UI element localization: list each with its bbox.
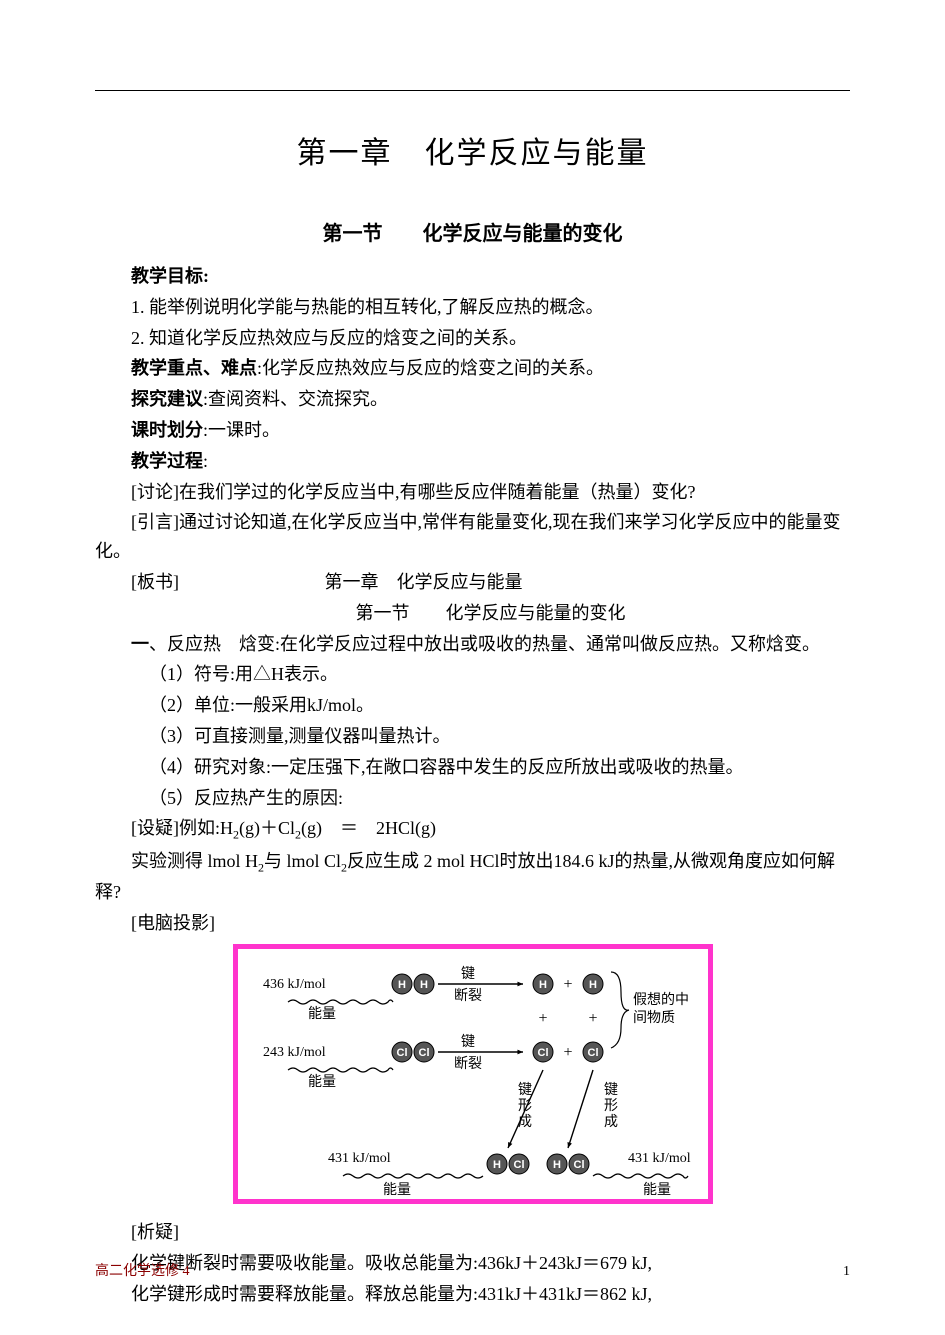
svg-text:Cl: Cl (573, 1159, 584, 1171)
svg-text:431 kJ/mol: 431 kJ/mol (628, 1151, 691, 1166)
board-line1: 第一章 化学反应与能量 (208, 568, 640, 597)
page-root: 第一章 化学反应与能量 第一节 化学反应与能量的变化 教学目标: 1. 能举例说… (0, 0, 945, 1335)
board-label: [板书] (95, 568, 203, 597)
doubt-line: [设疑]例如:H2(g)＋Cl2(g) ＝ 2HCl(g) (95, 814, 850, 845)
goals-heading: 教学目标: (95, 262, 850, 291)
svg-text:H: H (420, 979, 428, 991)
svg-text:能量: 能量 (308, 1006, 336, 1022)
footer-left: 高二化学选修 4 (95, 1261, 190, 1283)
svg-text:间物质: 间物质 (633, 1010, 675, 1026)
process-line: 教学过程: (95, 447, 850, 476)
svg-text:H: H (553, 1159, 561, 1171)
analyze-line-1: 化学键断裂时需要吸收能量。吸收总能量为:436kJ＋243kJ＝679 kJ, (95, 1249, 850, 1278)
process-label: 教学过程 (131, 451, 203, 471)
period-label: 课时划分 (131, 420, 203, 440)
section-one: 一、反应热 焓变:在化学反应过程中放出或吸收的热量、通常叫做反应热。又称焓变。 (95, 630, 850, 659)
svg-text:成: 成 (604, 1114, 618, 1130)
goal-2: 2. 知道化学反应热效应与反应的焓变之间的关系。 (95, 324, 850, 353)
top-rule (95, 90, 850, 91)
svg-text:H: H (398, 979, 406, 991)
analyze-label: [析疑] (95, 1218, 850, 1247)
svg-text:+: + (563, 976, 572, 993)
point-3: （3）可直接测量,测量仪器叫量热计。 (95, 722, 850, 751)
svg-text:Cl: Cl (513, 1159, 524, 1171)
svg-text:H: H (589, 979, 597, 991)
svg-text:成: 成 (518, 1114, 532, 1130)
point-4: （4）研究对象:一定压强下,在敞口容器中发生的反应所放出或吸收的热量。 (95, 753, 850, 782)
svg-text:Cl: Cl (396, 1047, 407, 1059)
projection-label: [电脑投影] (95, 909, 850, 938)
svg-text:H: H (493, 1159, 501, 1171)
svg-text:431 kJ/mol: 431 kJ/mol (328, 1151, 391, 1166)
board-row: [板书] 第一章 化学反应与能量 (95, 568, 850, 597)
svg-text:+: + (588, 1010, 597, 1027)
svg-text:键: 键 (461, 1034, 475, 1050)
svg-text:断裂: 断裂 (454, 1056, 482, 1072)
inquiry-line: 探究建议:查阅资料、交流探究。 (95, 385, 850, 414)
chapter-title: 第一章 化学反应与能量 (95, 130, 850, 178)
point-2: （2）单位:一般采用kJ/mol。 (95, 691, 850, 720)
one-label: 一 (131, 634, 149, 654)
svg-text:能量: 能量 (643, 1182, 671, 1198)
analyze-line-2: 化学键形成时需要释放能量。释放总能量为:431kJ＋431kJ＝862 kJ, (95, 1280, 850, 1309)
keypoint-line: 教学重点、难点:化学反应热效应与反应的焓变之间的关系。 (95, 354, 850, 383)
svg-text:Cl: Cl (537, 1047, 548, 1059)
svg-text:假想的中: 假想的中 (633, 992, 689, 1008)
svg-text:H: H (539, 979, 547, 991)
board-line2: 第一节 化学反应与能量的变化 (95, 599, 850, 628)
svg-text:能量: 能量 (308, 1074, 336, 1090)
process-colon: : (203, 451, 208, 471)
experiment-text: 实验测得 lmol H2与 lmol Cl2反应生成 2 mol HCl时放出1… (95, 847, 850, 907)
svg-text:+: + (563, 1044, 572, 1061)
svg-text:Cl: Cl (418, 1047, 429, 1059)
content-area: 第一章 化学反应与能量 第一节 化学反应与能量的变化 教学目标: 1. 能举例说… (95, 130, 850, 1311)
svg-text:形: 形 (604, 1098, 618, 1114)
svg-text:键: 键 (461, 966, 475, 982)
svg-text:键: 键 (518, 1082, 532, 1098)
svg-text:+: + (538, 1010, 547, 1027)
svg-text:断裂: 断裂 (454, 988, 482, 1004)
svg-text:243 kJ/mol: 243 kJ/mol (263, 1045, 326, 1060)
period-text: :一课时。 (203, 420, 280, 440)
section-title: 第一节 化学反应与能量的变化 (95, 218, 850, 250)
equation: H2(g)＋Cl2(g) ＝ 2HCl(g) (220, 818, 436, 838)
svg-text:键: 键 (604, 1082, 618, 1098)
keypoint-label: 教学重点、难点 (131, 358, 257, 378)
keypoint-text: :化学反应热效应与反应的焓变之间的关系。 (257, 358, 604, 378)
doubt-label: [设疑]例如: (131, 818, 220, 838)
footer-right-pagenum: 1 (843, 1261, 850, 1283)
inquiry-label: 探究建议 (131, 389, 203, 409)
one-text: 、反应热 焓变:在化学反应过程中放出或吸收的热量、通常叫做反应热。又称焓变。 (149, 634, 820, 654)
svg-text:形: 形 (518, 1098, 532, 1114)
bond-energy-diagram: HH436 kJ/mol能量键断裂H+HClCl243 kJ/mol能量键断裂C… (233, 944, 713, 1204)
svg-text:Cl: Cl (587, 1047, 598, 1059)
point-1: （1）符号:用△H表示。 (95, 660, 850, 689)
svg-text:能量: 能量 (383, 1182, 411, 1198)
discuss-line: [讨论]在我们学过的化学反应当中,有哪些反应伴随着能量（热量）变化? (95, 478, 850, 507)
goal-1: 1. 能举例说明化学能与热能的相互转化,了解反应热的概念。 (95, 293, 850, 322)
period-line: 课时划分:一课时。 (95, 416, 850, 445)
diagram-container: HH436 kJ/mol能量键断裂H+HClCl243 kJ/mol能量键断裂C… (95, 944, 850, 1213)
point-5: （5）反应热产生的原因: (95, 784, 850, 813)
svg-text:436 kJ/mol: 436 kJ/mol (263, 977, 326, 992)
intro-line: [引言]通过讨论知道,在化学反应当中,常伴有能量变化,现在我们来学习化学反应中的… (95, 508, 850, 566)
inquiry-text: :查阅资料、交流探究。 (203, 389, 388, 409)
